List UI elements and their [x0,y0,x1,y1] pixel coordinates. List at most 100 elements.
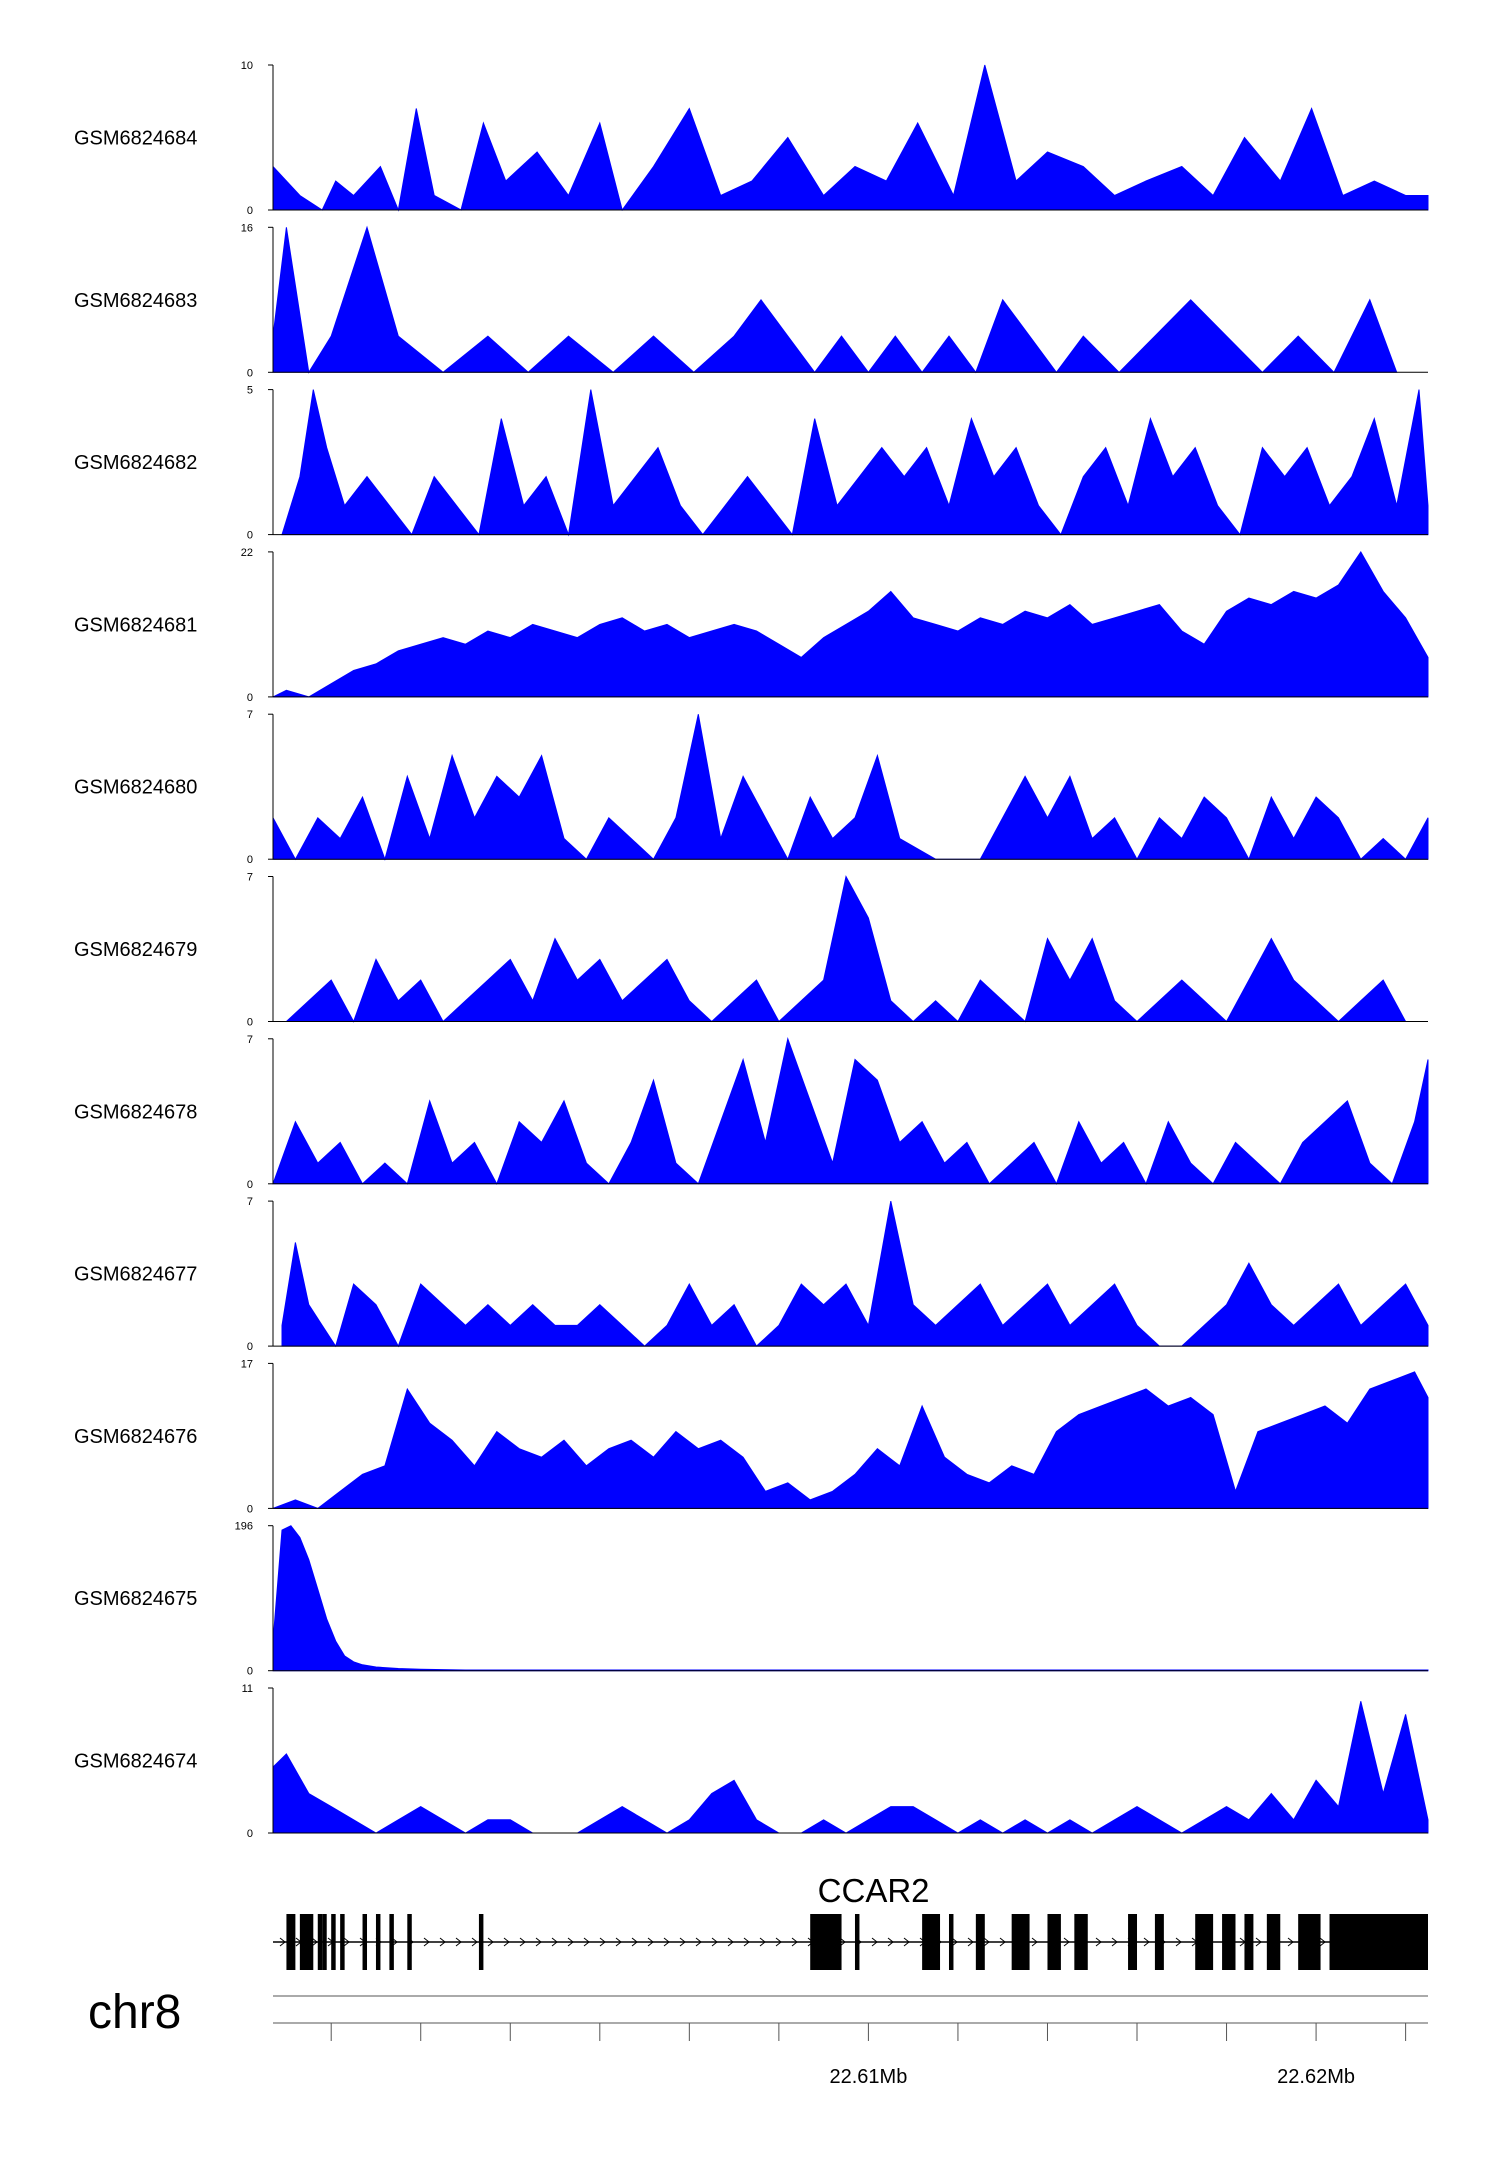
strand-arrow [679,1937,686,1947]
exon [1011,1914,1030,1970]
y-scale-max-label: 11 [242,1683,253,1695]
strand-arrow [1143,1937,1150,1947]
strand-arrow [791,1937,798,1947]
coverage-tracks: 10 0 GSM6824684 16 0 GSM6824683 5 0 GSM6824682 22… [74,60,1429,1840]
chromosome-label: chr8 [88,1986,181,2039]
strand-arrow [951,1937,958,1947]
coverage-area-GSM6824678 [272,1036,1429,1186]
exon [1298,1914,1321,1970]
exon [299,1914,314,1970]
exon [317,1914,323,1970]
exon [1195,1914,1214,1970]
track-GSM6824680: 7 0 GSM6824680 [74,709,1429,866]
exon [975,1914,985,1970]
track-GSM6824674: 11 0 GSM6824674 [74,1683,1429,1840]
strand-arrow [567,1937,574,1947]
track-label: GSM6824679 [74,939,197,961]
track-label: GSM6824674 [74,1751,197,1773]
strand-arrow [1287,1937,1294,1947]
exon [375,1914,381,1970]
track-GSM6824678: 7 0 GSM6824678 [74,1034,1429,1191]
y-scale-zero-label: 0 [247,1503,253,1515]
coverage-area-GSM6824680 [272,714,1429,861]
exon [1244,1914,1254,1970]
strand-arrow [695,1937,702,1947]
y-scale-zero-label: 0 [247,854,253,866]
strand-arrow [455,1937,462,1947]
strand-arrow [759,1937,766,1947]
strand-arrow [1175,1937,1182,1947]
exon [1047,1914,1061,1970]
strand-arrow [887,1937,894,1947]
strand-arrow [903,1937,910,1947]
y-scale-zero-label: 0 [247,205,253,217]
y-scale-zero-label: 0 [247,1666,253,1678]
exon [922,1914,941,1970]
strand-arrow [599,1937,606,1947]
x-tick-label: 22.61Mb [829,2066,907,2088]
strand-arrow [999,1937,1006,1947]
coverage-area-GSM6824684 [272,64,1429,212]
strand-arrow [423,1937,430,1947]
strand-arrow [1063,1937,1070,1947]
track-label: GSM6824684 [74,128,197,150]
coverage-area-GSM6824681 [272,550,1429,698]
genome-axis: chr8 22.61Mb 22.62Mb [88,1986,1428,2088]
y-scale-zero-label: 0 [247,1828,253,1840]
x-tick-label: 22.62Mb [1277,2066,1355,2088]
strand-arrow [839,1937,846,1947]
y-scale-max-label: 7 [247,1034,253,1046]
exon [810,1914,842,1970]
strand-arrow [1255,1937,1262,1947]
track-GSM6824681: 22 0 GSM6824681 [74,547,1429,704]
y-scale-max-label: 7 [247,709,253,721]
track-label: GSM6824678 [74,1101,197,1123]
y-scale-max-label: 7 [247,1196,253,1208]
coverage-area-GSM6824682 [281,389,1429,537]
strand-arrow [743,1937,750,1947]
strand-arrow [711,1937,718,1947]
strand-arrow [279,1937,286,1947]
strand-arrow [663,1937,670,1947]
y-scale-max-label: 7 [247,872,253,884]
track-GSM6824683: 16 0 GSM6824683 [74,222,1428,379]
track-label: GSM6824681 [74,614,197,636]
track-label: GSM6824676 [74,1426,197,1448]
exon [478,1914,484,1970]
exon [1266,1914,1281,1970]
exon [1329,1914,1428,1970]
strand-arrow [983,1937,990,1947]
strand-arrow [503,1937,510,1947]
strand-arrow [1031,1937,1038,1947]
y-scale-max-label: 16 [241,222,253,234]
track-GSM6824677: 7 0 GSM6824677 [74,1196,1429,1353]
track-label: GSM6824682 [74,452,197,474]
coverage-area-GSM6824677 [281,1200,1429,1348]
y-scale-max-label: 5 [247,385,253,397]
exon [407,1914,412,1970]
y-scale-zero-label: 0 [247,1179,253,1191]
exon [948,1914,954,1970]
y-scale-max-label: 17 [241,1358,253,1370]
strand-arrow [535,1937,542,1947]
strand-arrow [471,1937,478,1947]
strand-arrow [343,1937,350,1947]
y-scale-max-label: 196 [235,1521,253,1533]
coverage-area-GSM6824683 [272,225,1398,374]
strand-arrow [871,1937,878,1947]
exon [389,1914,394,1970]
y-scale-max-label: 10 [241,60,253,72]
exon [322,1914,327,1970]
track-GSM6824676: 17 0 GSM6824676 [74,1358,1429,1515]
exon [1074,1914,1088,1970]
strand-arrow [1095,1937,1102,1947]
exon [854,1914,860,1970]
coverage-area-GSM6824679 [285,875,1407,1023]
exon [1222,1914,1236,1970]
exon [286,1914,296,1970]
strand-arrow [631,1937,638,1947]
strand-arrow [615,1937,622,1947]
exon [362,1914,368,1970]
strand-arrow [1111,1937,1118,1947]
track-label: GSM6824675 [74,1588,197,1610]
